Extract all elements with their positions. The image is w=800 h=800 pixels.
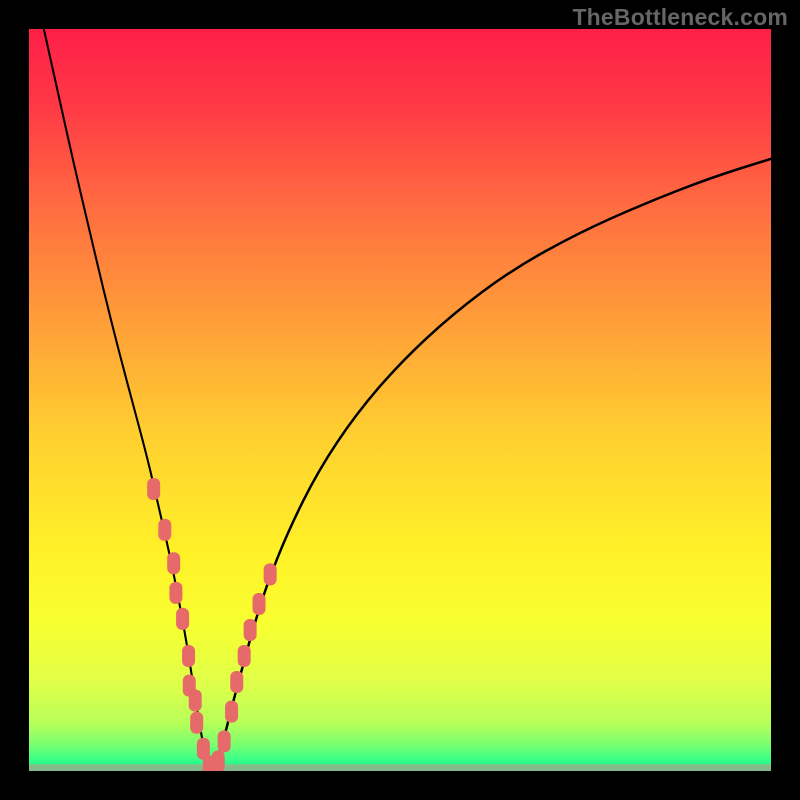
data-marker xyxy=(230,671,243,693)
plot-area xyxy=(29,29,771,771)
data-markers xyxy=(29,29,771,771)
data-marker xyxy=(225,701,238,723)
data-marker xyxy=(238,645,251,667)
chart-frame: TheBottleneck.com xyxy=(0,0,800,800)
data-marker xyxy=(264,563,277,585)
data-marker xyxy=(182,645,195,667)
watermark-text: TheBottleneck.com xyxy=(572,4,788,31)
data-marker xyxy=(169,582,182,604)
data-marker xyxy=(189,690,202,712)
data-marker xyxy=(212,750,225,771)
data-marker xyxy=(147,478,160,500)
data-marker xyxy=(190,712,203,734)
data-marker xyxy=(218,730,231,752)
data-marker xyxy=(253,593,266,615)
data-marker xyxy=(158,519,171,541)
data-marker xyxy=(244,619,257,641)
data-marker xyxy=(167,552,180,574)
data-marker xyxy=(176,608,189,630)
